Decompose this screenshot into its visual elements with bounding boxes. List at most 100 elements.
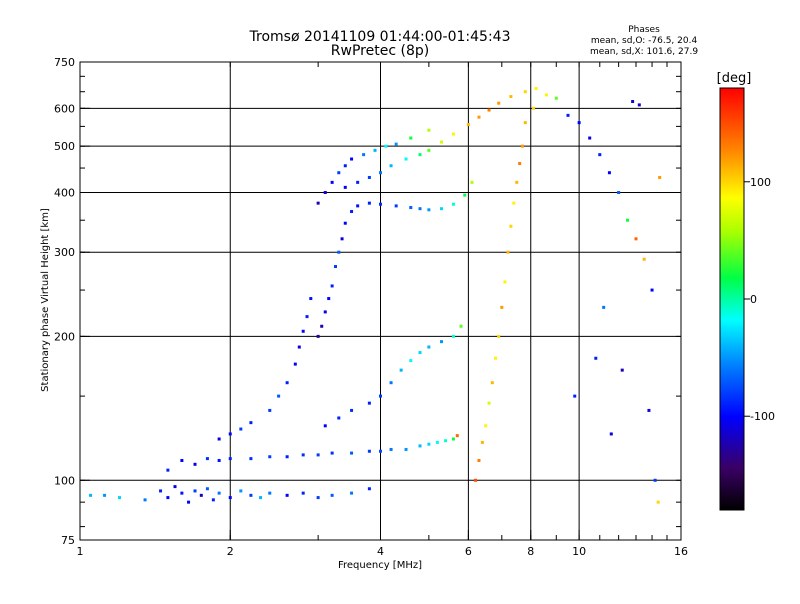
- echo-point: [427, 442, 431, 446]
- echo-point: [379, 171, 382, 175]
- echo-point: [356, 180, 360, 184]
- echo-point: [394, 142, 398, 146]
- echo-point: [305, 315, 309, 319]
- echo-point: [343, 164, 347, 168]
- echo-point: [350, 408, 354, 412]
- echo-point: [350, 451, 354, 455]
- echo-point: [103, 493, 107, 497]
- echo-point: [656, 500, 660, 504]
- echo-point: [301, 329, 305, 333]
- y-tick-label: 100: [54, 474, 75, 487]
- echo-point: [573, 394, 577, 398]
- echo-point: [620, 368, 624, 372]
- echo-point: [389, 447, 393, 451]
- echo-point: [301, 491, 305, 495]
- echo-point: [217, 458, 221, 462]
- echo-point: [650, 288, 654, 292]
- echo-point: [544, 93, 548, 97]
- echo-point: [394, 204, 398, 208]
- echo-point: [512, 201, 516, 205]
- echo-point: [249, 421, 253, 425]
- echo-point: [463, 193, 467, 197]
- echo-point: [509, 95, 513, 99]
- echo-point: [503, 280, 507, 284]
- echo-point: [418, 153, 422, 157]
- chart-subtitle: RwPretec (8p): [331, 43, 429, 59]
- echo-point: [205, 457, 209, 461]
- echo-point: [379, 202, 382, 206]
- x-axis-label: Frequency [MHz]: [338, 560, 422, 571]
- phases-line-x: mean, sd,X: 101.6, 27.9: [590, 47, 698, 57]
- echo-point: [323, 424, 327, 428]
- colorbar-tick-label: 0: [750, 293, 757, 306]
- phases-header: Phases: [628, 25, 660, 35]
- echo-point: [477, 458, 481, 462]
- echo-point: [497, 334, 501, 338]
- echo-point: [367, 175, 371, 179]
- echo-point: [451, 132, 455, 136]
- echo-point: [173, 485, 177, 489]
- echo-point: [228, 496, 232, 500]
- y-tick-label: 300: [54, 246, 75, 259]
- echo-point: [409, 359, 413, 363]
- echo-point: [211, 498, 215, 502]
- echo-point: [205, 487, 209, 491]
- echo-point: [228, 457, 232, 461]
- echo-point: [427, 128, 431, 132]
- colorbar-tick-label: -100: [750, 410, 775, 423]
- echo-point: [337, 171, 341, 175]
- echo-point: [497, 101, 501, 105]
- echo-point: [337, 416, 341, 420]
- echo-point: [285, 455, 289, 459]
- echo-point: [435, 440, 439, 444]
- echo-point: [268, 408, 272, 412]
- echo-point: [330, 493, 334, 497]
- echo-point: [509, 224, 513, 228]
- echo-point: [399, 368, 403, 372]
- echo-point: [285, 381, 289, 385]
- y-tick-label: 400: [54, 186, 75, 199]
- echo-point: [180, 458, 184, 462]
- colorbar-ticks: 100 0 -100: [744, 176, 775, 423]
- x-tick-label: 8: [527, 545, 534, 558]
- echo-point: [607, 171, 611, 175]
- data-points: [89, 87, 662, 504]
- echo-point: [531, 106, 535, 110]
- echo-point: [316, 496, 320, 500]
- echo-point: [451, 202, 455, 206]
- echo-point: [217, 437, 221, 441]
- echo-point: [588, 136, 592, 140]
- echo-point: [534, 87, 538, 91]
- x-tick-label: 4: [377, 545, 384, 558]
- echo-point: [473, 478, 477, 482]
- echo-point: [427, 208, 431, 212]
- echo-point: [143, 498, 147, 502]
- echo-point: [518, 161, 522, 165]
- echo-point: [515, 180, 519, 184]
- echo-point: [166, 468, 170, 472]
- echo-point: [418, 444, 422, 448]
- echo-point: [373, 148, 377, 152]
- echo-point: [487, 401, 491, 405]
- echo-point: [653, 478, 657, 482]
- echo-point: [389, 164, 393, 168]
- echo-point: [316, 201, 320, 205]
- echo-point: [330, 180, 334, 184]
- echo-point: [470, 180, 474, 184]
- echo-point: [193, 489, 197, 493]
- colorbar: [719, 87, 745, 511]
- echo-point: [297, 345, 301, 349]
- echo-point: [323, 310, 327, 314]
- echo-point: [337, 250, 341, 254]
- y-tick-label: 200: [54, 330, 75, 343]
- echo-point: [418, 207, 422, 211]
- echo-point: [409, 206, 413, 210]
- echo-point: [440, 207, 444, 211]
- echo-point: [199, 493, 203, 497]
- echo-point: [367, 487, 371, 491]
- echo-point: [343, 185, 347, 189]
- echo-point: [239, 489, 243, 493]
- echo-point: [637, 103, 641, 107]
- grid-lines: [80, 62, 681, 540]
